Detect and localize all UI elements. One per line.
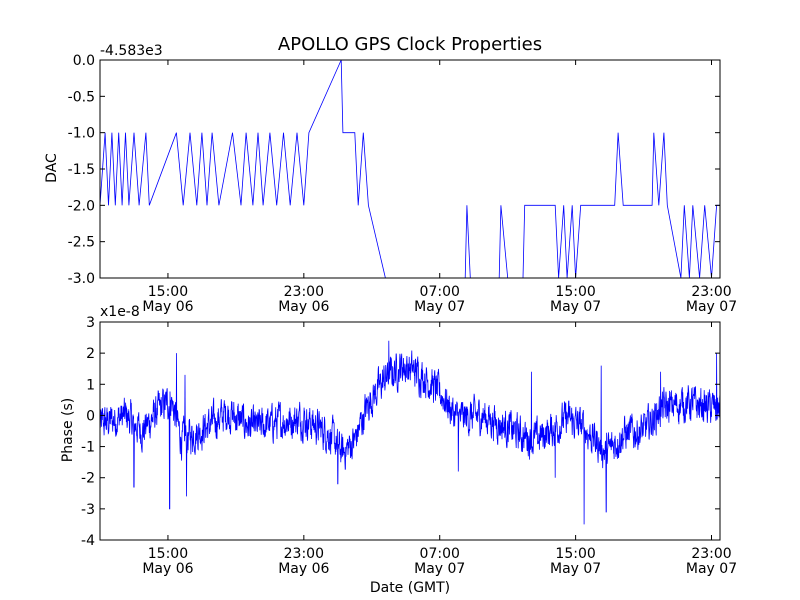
x-tick-time-label: 15:00 xyxy=(148,284,188,300)
x-tick-date-label: May 07 xyxy=(414,299,465,315)
phase-xlabel: Date (GMT) xyxy=(370,580,450,596)
x-tick-date-label: May 06 xyxy=(278,561,329,577)
dac-plot-area xyxy=(99,59,720,279)
y-tick-label: 3 xyxy=(86,315,95,331)
x-tick-date-label: May 06 xyxy=(142,561,193,577)
dac-axes-frame xyxy=(99,59,721,279)
y-tick-label: -4 xyxy=(81,533,95,549)
y-tick-label: -2.5 xyxy=(68,235,95,251)
x-tick-date-label: May 06 xyxy=(278,299,329,315)
dac-y-ticks: 0.0 -0.5 -1.0 -1.5 -2.0 -2.5 -3.0 xyxy=(68,53,720,287)
x-tick-date-label: May 07 xyxy=(686,299,737,315)
y-tick-label: 2 xyxy=(86,346,95,362)
phase-y-ticks: 3 2 1 0 -1 -2 -3 -4 xyxy=(81,315,720,549)
y-tick-label: -3 xyxy=(81,502,95,518)
x-tick-time-label: 15:00 xyxy=(148,546,188,562)
phase-plot-area xyxy=(99,340,721,525)
dac-chart: APOLLO GPS Clock Properties -4.583e3 DAC… xyxy=(44,34,737,315)
phase-ylabel: Phase (s) xyxy=(60,398,76,462)
x-tick-time-label: 23:00 xyxy=(691,546,731,562)
x-tick-date-label: May 07 xyxy=(550,299,601,315)
dac-ylabel: DAC xyxy=(44,153,60,183)
phase-axes-frame xyxy=(99,321,721,541)
x-tick-date-label: May 07 xyxy=(686,561,737,577)
y-tick-label: -1.0 xyxy=(68,126,95,142)
x-tick-time-label: 15:00 xyxy=(555,546,595,562)
y-tick-label: -3.0 xyxy=(68,271,95,287)
x-tick-time-label: 23:00 xyxy=(691,284,731,300)
x-tick-time-label: 23:00 xyxy=(284,284,324,300)
x-tick-time-label: 07:00 xyxy=(420,546,460,562)
dac-series-line xyxy=(99,59,720,279)
phase-chart: x1e-8 Phase (s) Date (GMT) 3210-1-2-3-4 … xyxy=(60,304,737,596)
x-tick-date-label: May 07 xyxy=(550,561,601,577)
chart-title: APOLLO GPS Clock Properties xyxy=(278,34,542,55)
y-tick-label: -1.5 xyxy=(68,162,95,178)
dac-offset-label: -4.583e3 xyxy=(100,43,163,59)
y-tick-label: 0 xyxy=(86,408,95,424)
y-tick-label: -2 xyxy=(81,471,95,487)
y-tick-label: -1 xyxy=(81,440,95,456)
x-tick-date-label: May 06 xyxy=(142,299,193,315)
phase-series-line xyxy=(99,340,721,525)
x-tick-time-label: 23:00 xyxy=(284,546,324,562)
y-tick-label: 0.0 xyxy=(73,53,95,69)
x-tick-time-label: 07:00 xyxy=(420,284,460,300)
x-tick-date-label: May 07 xyxy=(414,561,465,577)
phase-offset-label: x1e-8 xyxy=(100,304,140,320)
y-tick-label: 1 xyxy=(86,377,95,393)
y-tick-label: -0.5 xyxy=(68,89,95,105)
x-tick-time-label: 15:00 xyxy=(555,284,595,300)
y-tick-label: -2.0 xyxy=(68,198,95,214)
